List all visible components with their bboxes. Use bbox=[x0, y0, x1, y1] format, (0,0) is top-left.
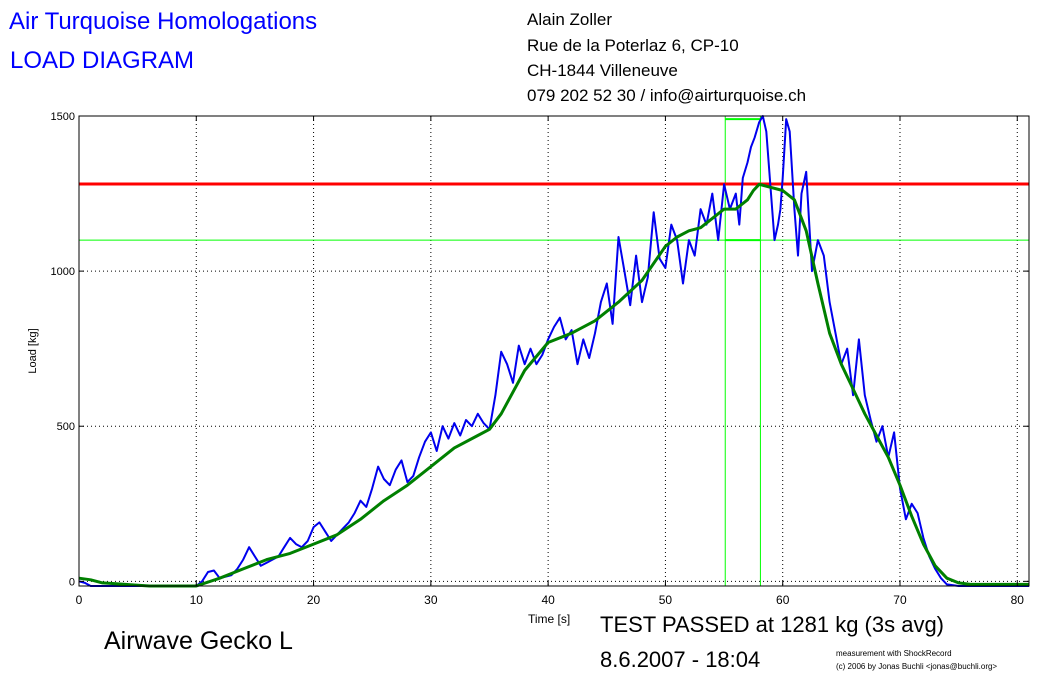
x-tick-label: 80 bbox=[1011, 593, 1025, 607]
address-line-street: Rue de la Poterlaz 6, CP-10 bbox=[527, 36, 739, 55]
address-line-name: Alain Zoller bbox=[527, 10, 613, 29]
axis-ticks bbox=[78, 115, 1029, 586]
x-tick-label: 40 bbox=[541, 593, 555, 607]
diagram-title: LOAD DIAGRAM bbox=[10, 47, 195, 74]
y-tick-label: 500 bbox=[57, 421, 75, 433]
credit-line-2: (c) 2006 by Jonas Buchli <jonas@buchli.o… bbox=[836, 662, 998, 671]
address-line-city: CH-1844 Villeneuve bbox=[527, 61, 678, 80]
y-tick-label: 1500 bbox=[51, 111, 75, 123]
x-tick-label: 60 bbox=[776, 593, 790, 607]
x-axis-label: Time [s] bbox=[528, 612, 570, 626]
test-result: TEST PASSED at 1281 kg (3s avg) bbox=[600, 612, 945, 637]
x-tick-label: 50 bbox=[659, 593, 673, 607]
x-tick-label: 30 bbox=[424, 593, 438, 607]
test-date: 8.6.2007 - 18:04 bbox=[600, 647, 761, 672]
x-tick-label: 70 bbox=[893, 593, 907, 607]
glider-name: Airwave Gecko L bbox=[104, 627, 293, 655]
org-title: Air Turquoise Homologations bbox=[9, 8, 318, 35]
credit-line-1: measurement with ShockRecord bbox=[836, 649, 952, 658]
x-tick-label: 10 bbox=[190, 593, 204, 607]
address-line-contact: 079 202 52 30 / info@airturquoise.ch bbox=[527, 86, 807, 105]
plot-frame bbox=[78, 115, 1030, 587]
avg-load-line bbox=[78, 182, 1029, 588]
y-tick-label: 0 bbox=[69, 576, 75, 588]
series-layer bbox=[78, 115, 1029, 588]
plot-area bbox=[79, 116, 1029, 586]
reference-lines bbox=[79, 116, 1029, 586]
x-tick-label: 20 bbox=[307, 593, 321, 607]
y-axis-label: Load [kg] bbox=[27, 328, 39, 373]
x-tick-label: 0 bbox=[76, 593, 83, 607]
y-tick-label: 1000 bbox=[51, 266, 75, 278]
tick-labels: 0 10 20 30 40 50 60 70 80 0 500 1000 1500 bbox=[51, 111, 1025, 607]
